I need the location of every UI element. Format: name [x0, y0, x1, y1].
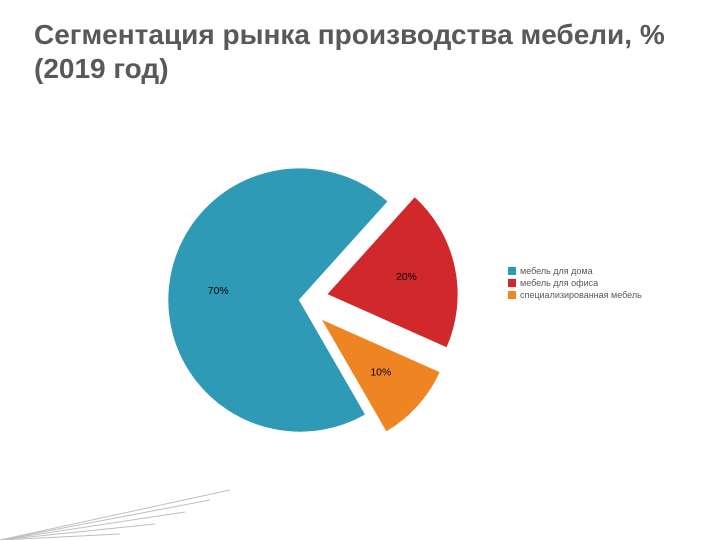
legend-swatch-2 [508, 291, 516, 299]
pie-chart-svg: 70% 20% 10% [120, 120, 480, 480]
legend-label-0: мебель для дома [520, 266, 593, 276]
legend-swatch-0 [508, 267, 516, 275]
pie-slice-label-1: 20% [396, 272, 417, 283]
legend-item-1: мебель для офиса [508, 278, 642, 288]
page-title: Сегментация рынка производства мебели, %… [34, 18, 686, 85]
legend-label-1: мебель для офиса [520, 278, 598, 288]
pie-slice-label-2: 10% [370, 368, 391, 379]
deco-line-1 [0, 500, 210, 540]
deco-line-3 [0, 524, 155, 540]
deco-line-4 [0, 534, 120, 540]
deco-line-0 [0, 490, 230, 540]
slide: Сегментация рынка производства мебели, %… [0, 0, 720, 540]
deco-line-2 [0, 512, 185, 540]
legend-item-2: специализированная мебель [508, 290, 642, 300]
pie-chart: 70% 20% 10% [120, 120, 480, 480]
legend-swatch-1 [508, 279, 516, 287]
legend: мебель для дома мебель для офиса специализ… [508, 266, 642, 302]
legend-item-0: мебель для дома [508, 266, 642, 276]
pie-slice-label-0: 70% [208, 286, 229, 297]
legend-label-2: специализированная мебель [520, 290, 642, 300]
